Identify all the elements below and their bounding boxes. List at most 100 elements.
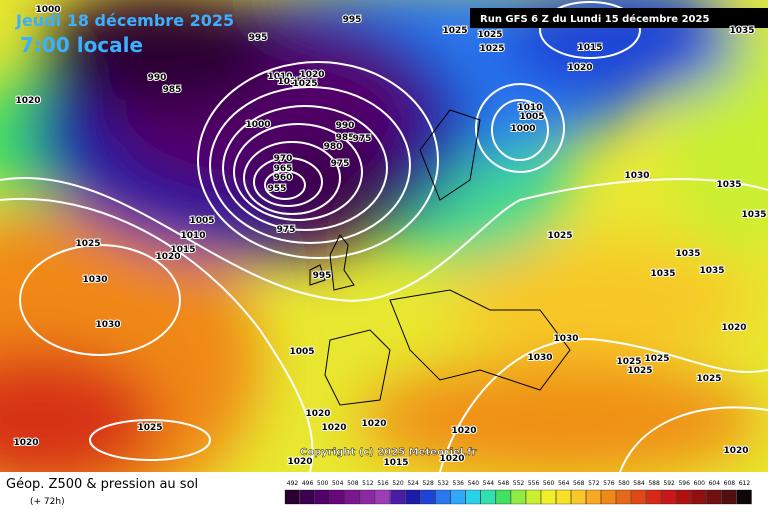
- isobar-label: 1035: [675, 249, 700, 259]
- legend-swatch: [631, 489, 647, 505]
- isobar-label: 1005: [189, 216, 214, 226]
- isobar-label: 1000: [510, 124, 535, 134]
- coastlines: [309, 109, 571, 406]
- isobar-label: 990: [336, 121, 355, 131]
- legend-swatch: [736, 489, 752, 505]
- legend-label: 548: [498, 480, 510, 487]
- legend-swatch: [314, 489, 330, 505]
- isobar-label: 1025: [137, 423, 162, 433]
- isobar-label: 1025: [292, 79, 317, 89]
- legend-swatch: [405, 489, 421, 505]
- legend-label: 512: [362, 480, 374, 487]
- legend-label: 532: [437, 480, 449, 487]
- isobar-label: 1025: [644, 354, 669, 364]
- isobar-label: 985: [336, 133, 355, 143]
- isobar-label: 1020: [439, 454, 464, 464]
- footer-lead: (+ 72h): [30, 497, 65, 507]
- isobar-label: 1020: [361, 419, 386, 429]
- isobar-label: 1000: [245, 120, 270, 130]
- legend-label: 528: [422, 480, 434, 487]
- isobar-label: 1015: [170, 245, 195, 255]
- isobar-label: 965: [274, 164, 293, 174]
- isobar-label: 1020: [299, 70, 324, 80]
- isobar-label: 970: [274, 154, 293, 164]
- isobar-label: 1035: [741, 210, 766, 220]
- date: Jeudi 18 décembre 2025: [15, 11, 234, 30]
- legend-label: 552: [513, 480, 525, 487]
- legend-label: 544: [483, 480, 495, 487]
- legend-label: 588: [648, 480, 660, 487]
- isobar-label: 1035: [650, 269, 675, 279]
- isobar-label: 1020: [305, 409, 330, 419]
- copyright: Copyright (c) 2025 Meteociel.fr: [300, 447, 477, 458]
- isobar-label: 1025: [616, 357, 641, 367]
- legend-swatch: [525, 489, 541, 505]
- legend-swatch: [390, 489, 406, 505]
- legend-swatch: [646, 489, 662, 505]
- isobar-label: 1030: [527, 353, 552, 363]
- legend-swatch: [495, 489, 511, 505]
- isobar-label: 1035: [699, 266, 724, 276]
- isobar-label: 990: [148, 73, 167, 83]
- isobar-label: 1020: [155, 252, 180, 262]
- legend-label: 520: [392, 480, 404, 487]
- isobar-label: 975: [277, 225, 296, 235]
- legend-label: 592: [663, 480, 675, 487]
- legend-label: 492: [287, 480, 299, 487]
- legend: 492 496 500 504 508 512 516 520 524 528 532 536 540 5…: [284, 480, 752, 505]
- legend-swatch: [435, 489, 451, 505]
- isobar-label: 1025: [75, 239, 100, 249]
- isobar-label: 1025: [627, 366, 652, 376]
- run-info: Run GFS 6 Z du Lundi 15 décembre 2025: [480, 13, 709, 25]
- isobar-label: 1030: [82, 275, 107, 285]
- legend-label: 584: [633, 480, 645, 487]
- time: 7:00 locale: [20, 33, 143, 57]
- isobar-label: 1020: [15, 96, 40, 106]
- isobar-label: 955: [268, 184, 287, 194]
- legend-swatch: [345, 489, 360, 505]
- isobar-label: 1020: [321, 423, 346, 433]
- legend-label: 564: [558, 480, 570, 487]
- isobar-label: 1020: [723, 446, 748, 456]
- isobar-label: 1020: [13, 438, 38, 448]
- legend-swatch: [706, 489, 722, 505]
- legend-label: 568: [573, 480, 585, 487]
- legend-swatch: [465, 489, 481, 505]
- legend-label: 572: [588, 480, 600, 487]
- isobar-label: 985: [163, 85, 182, 95]
- legend-swatch: [691, 489, 707, 505]
- isobar-label: 1020: [567, 63, 592, 73]
- isobar-label: 1015: [383, 458, 408, 468]
- isobar-label: 1030: [624, 171, 649, 181]
- legend-label: 596: [678, 480, 690, 487]
- isobar-label: 1030: [553, 334, 578, 344]
- isobar-label: 1025: [442, 26, 467, 36]
- isobar-label: 1025: [479, 44, 504, 54]
- legend-swatch: [299, 489, 315, 505]
- legend-label: 612: [739, 480, 751, 487]
- isobar-label: 1015: [577, 43, 602, 53]
- isobar-label: 1025: [477, 30, 502, 40]
- legend-label: 524: [407, 480, 419, 487]
- isobar-label: 1020: [287, 457, 312, 467]
- legend-label: 556: [528, 480, 540, 487]
- isobar-label: 1025: [696, 374, 721, 384]
- isobar-label: 975: [353, 134, 372, 144]
- run-box: [470, 8, 768, 28]
- legend-label: 500: [317, 480, 329, 487]
- legend-label: 540: [468, 480, 480, 487]
- isobar-label: 975: [331, 159, 350, 169]
- legend-label: 576: [603, 480, 615, 487]
- legend-label: 516: [377, 480, 389, 487]
- isobar-label: 995: [343, 15, 362, 25]
- isobar-label: 1015: [277, 77, 302, 87]
- legend-swatch: [676, 489, 692, 505]
- legend-label: 608: [724, 480, 736, 487]
- isobar-label: 1010: [267, 72, 292, 82]
- isobar-label: 980: [324, 142, 343, 152]
- legend-swatch: [721, 489, 737, 505]
